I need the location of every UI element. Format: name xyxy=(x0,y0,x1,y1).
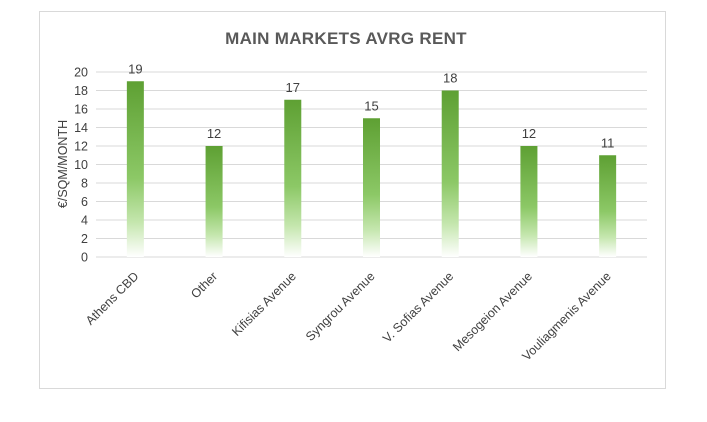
bar xyxy=(441,90,459,257)
y-tick-label: 2 xyxy=(81,232,88,246)
bar xyxy=(599,155,617,257)
y-axis-label: €/SQM/MONTH xyxy=(56,120,70,208)
bars: 19 12 17 15 18 12 11 xyxy=(126,61,617,257)
y-tick-label: 4 xyxy=(81,214,88,228)
y-tick-label: 8 xyxy=(81,177,88,191)
bar xyxy=(520,146,538,257)
bar xyxy=(363,118,380,257)
data-label: 12 xyxy=(522,126,536,141)
y-tick-label: 10 xyxy=(74,158,88,172)
x-tick-label: Vouliagmenis Avenue xyxy=(519,269,613,363)
gridlines xyxy=(96,71,647,258)
y-tick-label: 0 xyxy=(81,251,88,265)
x-tick-label: Syngrou Avenue xyxy=(303,269,378,344)
bar xyxy=(205,146,223,257)
data-label: 17 xyxy=(286,80,300,95)
y-tick-label: 18 xyxy=(74,84,88,98)
y-axis-ticks: 0 2 4 6 8 10 12 14 16 18 20 xyxy=(74,66,88,265)
x-axis-ticks: Athens CBD Other Kifisias Avenue Syngrou Av… xyxy=(83,269,614,363)
x-tick-label: V. Sofias Avenue xyxy=(380,269,456,345)
data-label: 18 xyxy=(443,71,457,86)
y-tick-label: 14 xyxy=(74,121,88,135)
y-tick-label: 12 xyxy=(74,140,88,154)
bar xyxy=(126,81,144,257)
y-tick-label: 6 xyxy=(81,195,88,209)
chart-title: MAIN MARKETS AVRG RENT xyxy=(225,29,467,48)
bar xyxy=(284,99,302,257)
x-tick-label: Mesogeion Avenue xyxy=(450,269,535,354)
data-label: 15 xyxy=(364,98,378,113)
data-label: 11 xyxy=(601,135,615,150)
data-label: 19 xyxy=(128,61,142,76)
data-label: 12 xyxy=(207,126,221,141)
y-tick-label: 20 xyxy=(74,66,88,80)
x-tick-label: Athens CBD xyxy=(83,269,142,328)
x-tick-label: Other xyxy=(188,269,220,301)
y-tick-label: 16 xyxy=(74,103,88,117)
x-tick-label: Kifisias Avenue xyxy=(229,269,299,339)
